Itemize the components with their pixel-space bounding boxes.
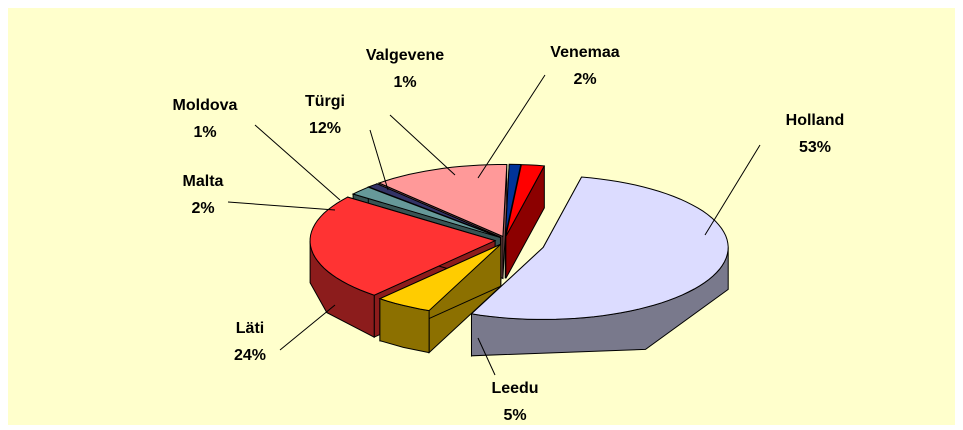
leader-line (279, 304, 336, 351)
label-value: 1% (193, 124, 216, 141)
data-label: Holland 53% (786, 112, 845, 156)
label-name: Leedu (491, 380, 538, 397)
label-value: 1% (393, 74, 416, 91)
label-name: Malta (183, 173, 224, 190)
label-name: Moldova (173, 97, 238, 114)
slice-top (505, 164, 546, 237)
label-name: Läti (236, 320, 264, 337)
label-value: 53% (799, 139, 831, 156)
leader-line (389, 114, 456, 176)
data-label: Valgevene 1% (366, 47, 444, 91)
data-label: Moldova 1% (173, 97, 238, 141)
label-value: 2% (573, 71, 596, 88)
label-name: Türgi (305, 93, 345, 110)
slice-top (504, 163, 522, 237)
label-name: Valgevene (366, 47, 444, 64)
slice-top (470, 176, 729, 320)
label-value: 12% (309, 120, 341, 137)
slice-top (351, 186, 501, 239)
label-name: Venemaa (550, 44, 619, 61)
leader-line (477, 74, 546, 179)
slice-top (378, 243, 502, 312)
label-value: 5% (503, 407, 526, 424)
data-label: Malta 2% (183, 173, 224, 217)
leader-line (477, 337, 496, 376)
data-label: Leedu 5% (491, 380, 538, 424)
leader-line (227, 201, 336, 211)
data-label: Venemaa 2% (550, 44, 619, 88)
data-label: Läti 24% (234, 320, 266, 364)
label-name: Holland (786, 112, 845, 129)
leader-line (704, 144, 761, 236)
slice-top (377, 164, 508, 238)
leader-line (254, 124, 341, 201)
slice-top (309, 196, 497, 296)
leader-line (369, 129, 389, 191)
label-value: 2% (191, 200, 214, 217)
label-value: 24% (234, 347, 266, 364)
data-label: Türgi 12% (305, 93, 345, 137)
